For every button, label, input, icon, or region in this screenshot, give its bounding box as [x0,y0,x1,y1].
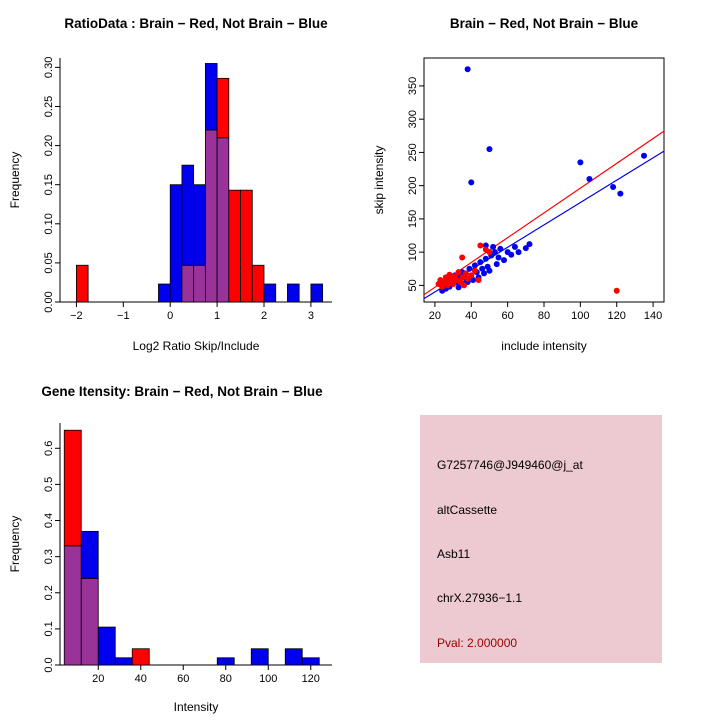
svg-text:−2: −2 [70,310,83,322]
svg-text:0.00: 0.00 [43,291,55,312]
svg-text:20: 20 [92,673,104,685]
svg-text:0.5: 0.5 [43,477,55,492]
svg-text:0.15: 0.15 [43,174,55,195]
intensity-scatter-xlabel: include intensity [501,339,587,353]
svg-text:0: 0 [167,310,173,322]
ratio-histogram-xlabel: Log2 Ratio Skip/Include [132,339,260,353]
locus-text: chrX.27936−1.1 [437,591,523,605]
svg-text:1: 1 [214,310,220,322]
intensity-scatter-plot: 20 40 60 80 100 120 140 50 100 150 200 250 300 350 [407,57,665,322]
panel-info-box: G7257746@J949460@j_at altCassette Asb11 … [360,375,720,720]
svg-text:120: 120 [608,310,626,322]
svg-text:20: 20 [429,310,441,322]
svg-text:40: 40 [465,310,477,322]
pval-text: Pval: 2.000000 [437,636,518,650]
gene-intensity-ylabel: Frequency [8,515,22,573]
svg-text:50: 50 [407,279,419,291]
ratio-histogram-ylabel: Frequency [8,151,22,209]
svg-text:0.30: 0.30 [43,57,55,78]
svg-text:0.3: 0.3 [43,549,55,564]
svg-text:3: 3 [308,310,314,322]
svg-text:100: 100 [259,673,277,685]
svg-text:2: 2 [261,310,267,322]
svg-text:60: 60 [177,673,189,685]
svg-text:0.1: 0.1 [43,621,55,636]
svg-text:0.0: 0.0 [43,657,55,672]
svg-text:150: 150 [407,210,419,228]
svg-text:60: 60 [502,310,514,322]
svg-text:140: 140 [644,310,662,322]
svg-text:0.10: 0.10 [43,213,55,234]
svg-text:0.20: 0.20 [43,135,55,156]
intensity-scatter-ylabel: skip intensity [372,145,386,215]
panel-intensity-scatter: 20 40 60 80 100 120 140 50 100 150 200 250 300 350 Br… [360,0,720,375]
event-type-text: altCassette [437,503,498,517]
svg-text:−1: −1 [117,310,130,322]
gene-info-box: G7257746@J949460@j_at altCassette Asb11 … [420,415,662,663]
svg-text:80: 80 [220,673,232,685]
svg-text:0.05: 0.05 [43,252,55,273]
gene-intensity-histogram-plot: 20 40 60 80 100 120 0.0 0.1 0.2 0.3 0.4 0.5 0.6 [43,423,332,685]
ratio-histogram-title: RatioData : Brain − Red, Not Brain − Blu… [64,16,328,31]
ratio-histogram-plot: −2 −1 0 1 2 3 0.00 0.05 0.10 0.15 0.20 0.25 0.30 [43,57,332,322]
svg-text:100: 100 [571,310,589,322]
panel-ratio-histogram: −2 −1 0 1 2 3 0.00 0.05 0.10 0.15 0.20 0.25 0.30 Rat… [0,0,360,375]
svg-text:350: 350 [407,77,419,95]
svg-text:300: 300 [407,110,419,128]
gene-intensity-title: Gene Itensity: Brain − Red, Not Brain − … [41,384,323,399]
svg-text:120: 120 [302,673,320,685]
panel-gene-intensity-histogram: 20 40 60 80 100 120 0.0 0.1 0.2 0.3 0.4 0.5 0.6 Gene… [0,375,360,720]
svg-text:0.6: 0.6 [43,441,55,456]
svg-text:100: 100 [407,243,419,261]
gene-name-text: Asb11 [437,547,471,561]
gene-intensity-xlabel: Intensity [173,700,219,714]
svg-text:0.2: 0.2 [43,585,55,600]
intensity-scatter-title: Brain − Red, Not Brain − Blue [449,16,639,31]
svg-text:0.25: 0.25 [43,96,55,117]
svg-text:200: 200 [407,176,419,194]
svg-text:80: 80 [538,310,550,322]
svg-text:250: 250 [407,143,419,161]
svg-text:40: 40 [135,673,147,685]
probe-id-text: G7257746@J949460@j_at [437,458,583,472]
svg-text:0.4: 0.4 [43,513,55,528]
